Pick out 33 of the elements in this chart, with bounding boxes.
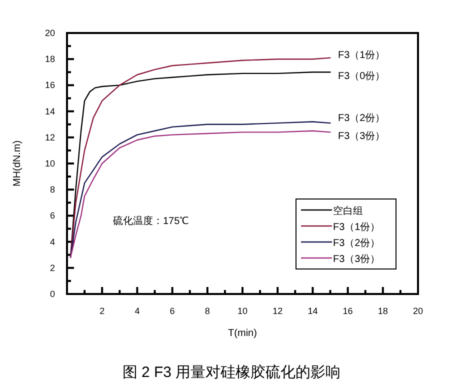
y-tick-label: 4	[50, 236, 55, 247]
x-tick-label: 20	[412, 306, 424, 316]
x-tick-label: 18	[378, 306, 388, 316]
y-tick-label: 0	[50, 289, 55, 299]
y-tick-label: 10	[44, 158, 55, 168]
annotation: F3（1份）	[338, 50, 386, 61]
y-tick-label: 20	[44, 28, 55, 38]
annotation: F3（2份）	[338, 113, 386, 124]
annotation: F3（3份）	[338, 131, 386, 142]
y-axis-title: MH(dN.m)	[12, 140, 23, 187]
text: 图 2 F3 用量对硅橡胶硫化的影响	[122, 364, 341, 381]
x-tick-label: 8	[204, 306, 210, 316]
annotation: F3（0份）	[338, 71, 386, 82]
x-tick-label: 16	[342, 306, 353, 316]
x-tick-label: 4	[134, 306, 140, 316]
x-tick-label: 6	[170, 306, 175, 316]
x-tick-label: 10	[237, 306, 248, 316]
y-tick-label: 12	[44, 132, 55, 142]
y-tick-label: 6	[50, 210, 55, 221]
x-tick-label: 2	[100, 306, 105, 316]
legend-label: 空白组	[333, 205, 363, 217]
annotation: 硫化温度：175℃	[113, 215, 189, 227]
legend-label: F3（1份）	[333, 222, 380, 233]
x-axis-title: T(min)	[228, 328, 257, 339]
y-tick-label: 18	[44, 54, 55, 64]
y-tick-label: 14	[44, 106, 55, 116]
legend-label: F3（2份）	[333, 238, 380, 249]
y-tick-label: 8	[50, 184, 55, 195]
x-tick-label: 12	[272, 306, 283, 316]
x-tick-label: 14	[308, 306, 318, 316]
legend-label: F3（3份）	[333, 254, 380, 265]
y-tick-label: 2	[50, 262, 55, 273]
y-tick-label: 16	[44, 80, 55, 90]
